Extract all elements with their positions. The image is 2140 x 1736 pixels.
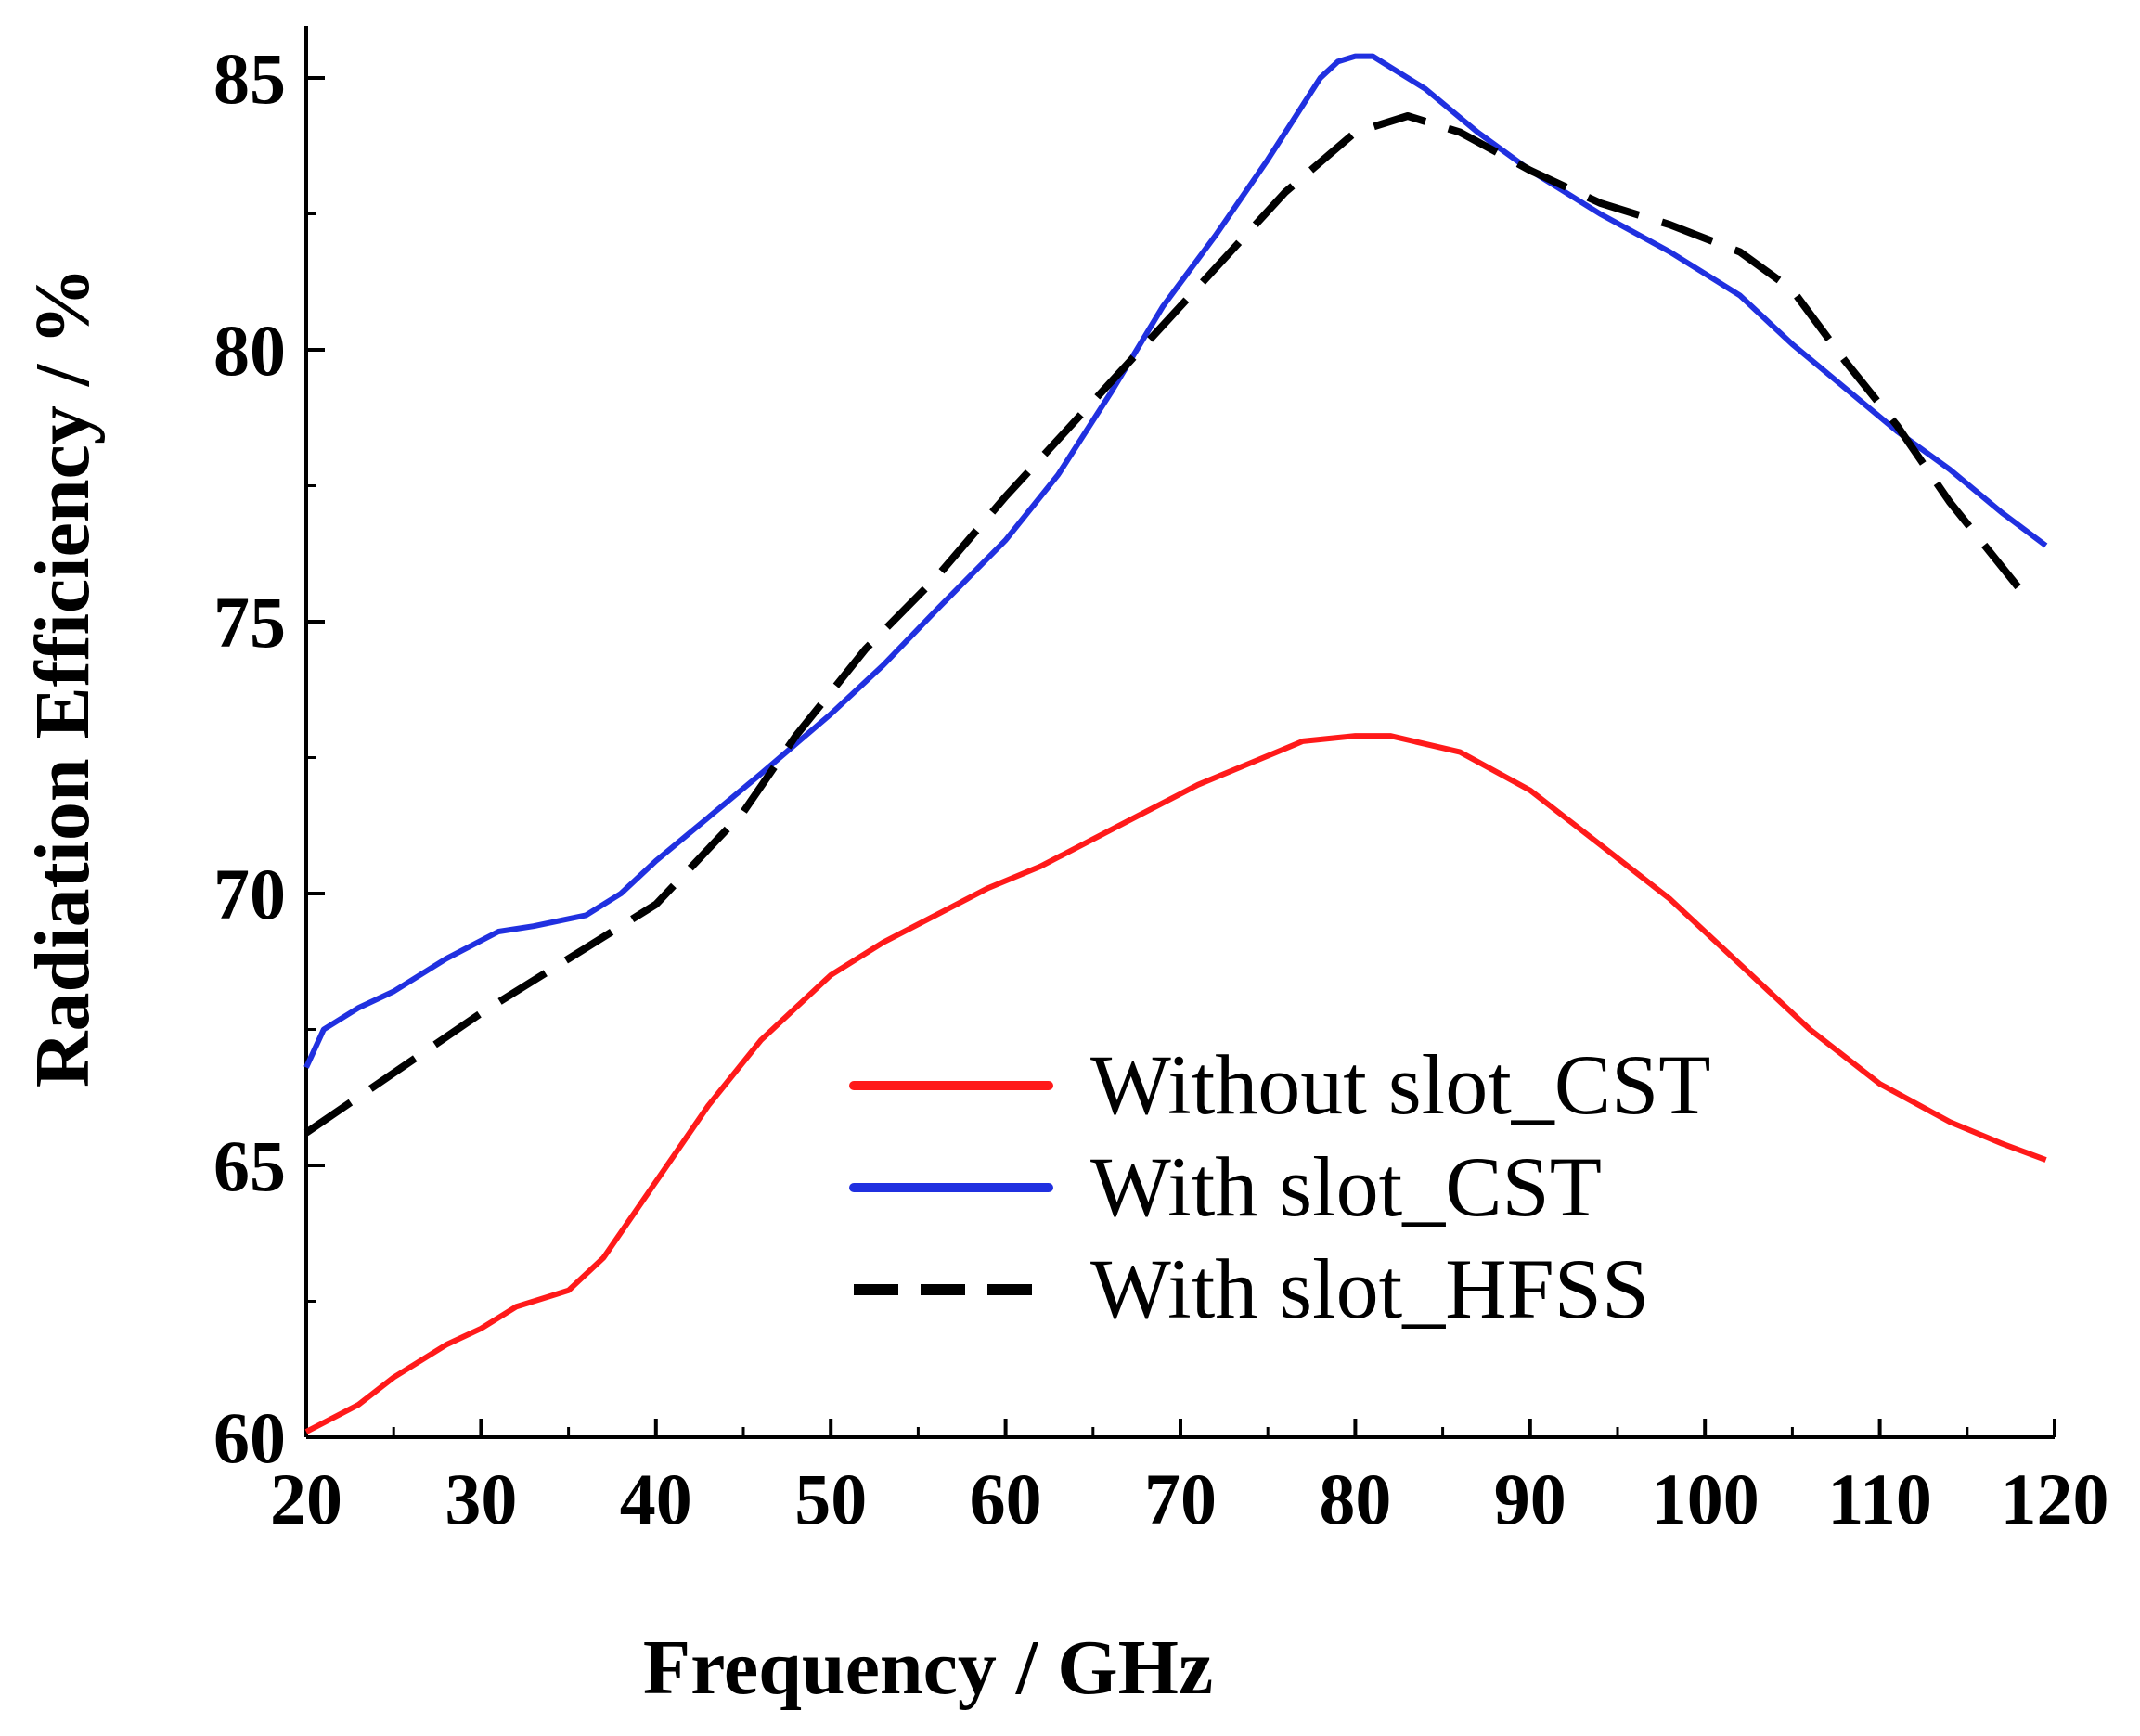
y-tick-label: 80 [213, 310, 286, 391]
series-layer [303, 53, 2048, 1434]
legend-label-with-slot-cst: With slot_CST [1090, 1139, 1602, 1234]
x-tick-label: 20 [270, 1459, 342, 1539]
series-line-without-slot-cst [304, 733, 2047, 1434]
x-tick-label: 90 [1494, 1459, 1566, 1539]
x-tick-label: 100 [1651, 1459, 1760, 1539]
x-axis-title: Frequency / GHz [643, 1625, 1213, 1711]
x-tick-label: 70 [1144, 1459, 1217, 1539]
y-tick-label: 85 [213, 38, 286, 119]
y-tick-label: 60 [213, 1397, 286, 1478]
series-line-with-slot-hfss [303, 112, 2023, 1137]
legend-label-with-slot-hfss: With slot_HFSS [1090, 1241, 1649, 1336]
y-tick-label: 75 [213, 582, 286, 662]
y-ticks: 60 65 70 75 80 85 [213, 38, 325, 1478]
x-ticks: 20 30 40 50 60 70 80 90 100 110 120 [270, 1419, 2109, 1539]
y-axis-title: Radiation Efficiency / % [19, 267, 106, 1087]
x-tick-label: 60 [970, 1459, 1042, 1539]
x-tick-label: 120 [2001, 1459, 2109, 1539]
y-tick-label: 70 [213, 854, 286, 934]
x-tick-label: 40 [620, 1459, 692, 1539]
x-tick-label: 80 [1319, 1459, 1391, 1539]
series-line-with-slot-cst [303, 53, 2048, 1069]
legend-label-without-slot-cst: Without slot_CST [1090, 1037, 1710, 1132]
x-tick-label: 50 [794, 1459, 867, 1539]
y-tick-label: 65 [213, 1125, 286, 1206]
x-tick-label: 30 [445, 1459, 517, 1539]
x-tick-label: 110 [1827, 1459, 1932, 1539]
